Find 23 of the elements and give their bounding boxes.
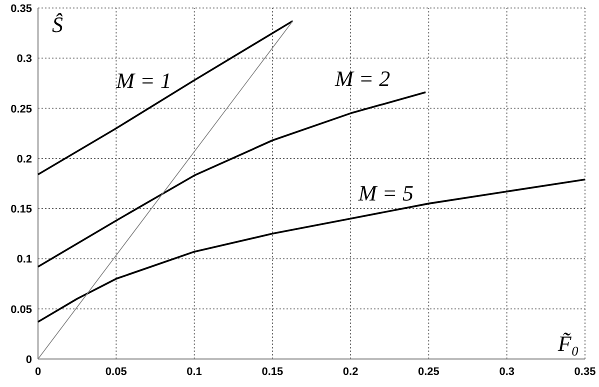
x-tick-label: 0.25 bbox=[418, 366, 440, 378]
x-tick-label: 0.05 bbox=[105, 366, 127, 378]
line-series bbox=[37, 91, 426, 268]
x-tick-label: 0.2 bbox=[342, 366, 358, 378]
x-tick-label: 0.1 bbox=[186, 366, 202, 378]
y-axis-title: Ŝ bbox=[52, 12, 63, 37]
series-label: M = 2 bbox=[334, 66, 390, 92]
x-axis-title: F̃₀ bbox=[556, 331, 579, 356]
x-tick-label: 0 bbox=[34, 366, 42, 378]
x-tick-label: 0.35 bbox=[574, 366, 596, 378]
series-label: M = 1 bbox=[115, 68, 172, 94]
y-tick-label: 0.35 bbox=[10, 3, 32, 15]
x-tick-label: 0.3 bbox=[499, 366, 515, 378]
y-tick-label: 0.05 bbox=[10, 304, 32, 316]
line-series bbox=[37, 178, 586, 323]
y-tick-label: 0.15 bbox=[10, 204, 32, 216]
y-tick-label: 0 bbox=[26, 354, 32, 366]
y-tick-label: 0.3 bbox=[16, 53, 32, 66]
x-tick-label: 0.15 bbox=[262, 366, 284, 378]
y-tick-label: 0.25 bbox=[10, 103, 32, 116]
y-tick-label: 0.1 bbox=[16, 254, 32, 266]
y-tick-label: 0.2 bbox=[16, 153, 32, 166]
series-label: M = 5 bbox=[357, 180, 414, 206]
